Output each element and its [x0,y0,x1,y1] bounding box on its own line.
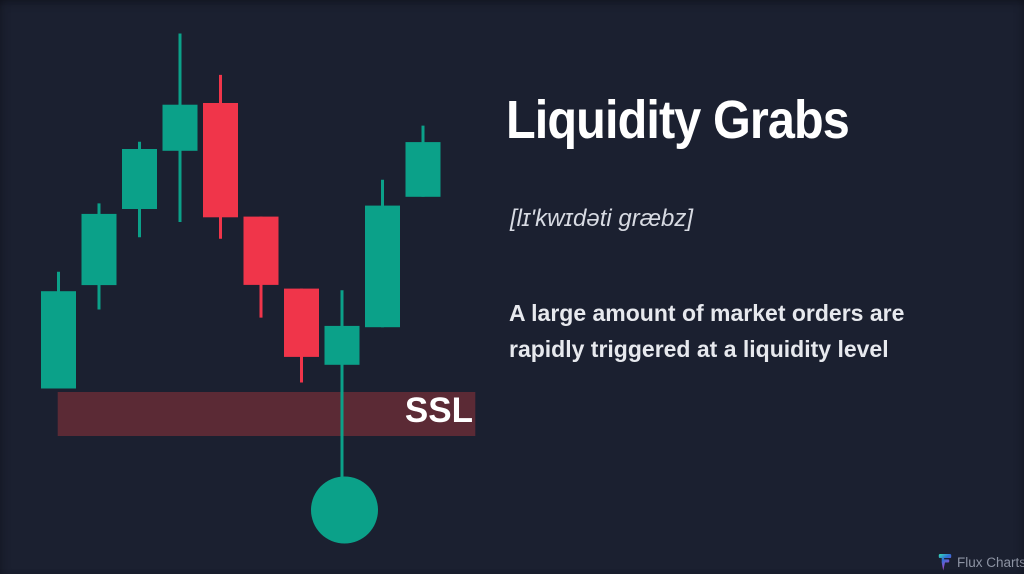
svg-text:SSL: SSL [405,391,473,430]
